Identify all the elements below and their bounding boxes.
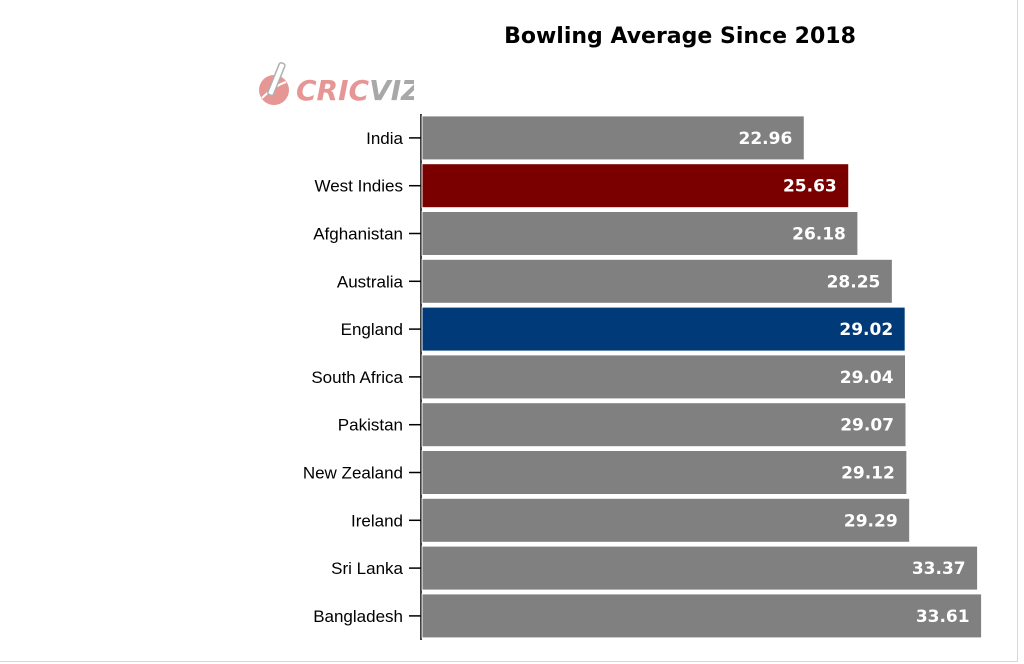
category-label-bangladesh: Bangladesh — [313, 607, 403, 626]
category-label-sri-lanka: Sri Lanka — [331, 559, 403, 578]
logo-text-viz: VIZ — [369, 74, 414, 107]
bar-india — [421, 115, 805, 161]
value-label-india: 22.96 — [739, 129, 793, 149]
value-label-bangladesh: 33.61 — [916, 607, 970, 627]
logo-text-cric: CRIC — [296, 74, 370, 107]
svg-text:CRICVIZ: CRICVIZ — [296, 74, 414, 107]
value-label-pakistan: 29.07 — [840, 416, 894, 436]
bar-new-zealand — [421, 450, 908, 495]
category-label-south-africa: South Africa — [311, 368, 403, 387]
value-label-australia: 28.25 — [827, 272, 881, 292]
bar-pakistan — [421, 402, 907, 448]
bar-south-africa — [421, 354, 907, 400]
category-label-england: England — [341, 320, 403, 339]
value-label-new-zealand: 29.12 — [841, 464, 895, 484]
value-label-ireland: 29.29 — [844, 511, 898, 531]
value-label-sri-lanka: 33.37 — [912, 559, 966, 579]
category-label-pakistan: Pakistan — [338, 416, 403, 435]
category-label-australia: Australia — [337, 272, 404, 291]
bar-west-indies — [421, 163, 850, 209]
chart-title: Bowling Average Since 2018 — [504, 24, 856, 49]
bar-afghanistan — [421, 211, 859, 256]
value-label-england: 29.02 — [839, 320, 893, 340]
category-label-india: India — [366, 129, 403, 148]
value-label-west-indies: 25.63 — [783, 177, 837, 197]
cricviz-logo: CRICVIZ — [254, 60, 422, 112]
bar-sri-lanka — [421, 545, 979, 591]
category-label-west-indies: West Indies — [314, 177, 403, 196]
bar-england — [421, 306, 906, 352]
value-label-south-africa: 29.04 — [840, 368, 894, 388]
category-label-new-zealand: New Zealand — [303, 464, 403, 483]
bar-ireland — [421, 497, 911, 543]
bar-australia — [421, 258, 893, 304]
category-label-afghanistan: Afghanistan — [313, 225, 403, 244]
value-label-afghanistan: 26.18 — [792, 225, 846, 245]
cricket-ball-bat-icon — [259, 62, 289, 105]
bar-bangladesh — [421, 593, 983, 639]
category-label-ireland: Ireland — [351, 511, 403, 530]
